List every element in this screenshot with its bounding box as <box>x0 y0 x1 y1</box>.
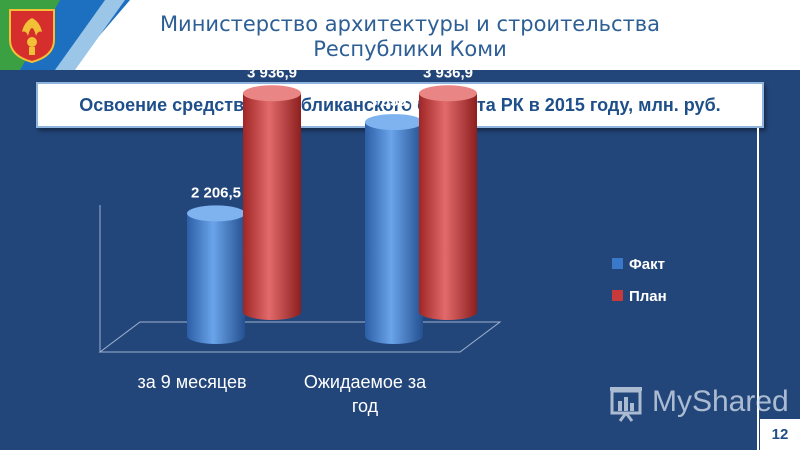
presentation-icon <box>610 387 642 422</box>
category-label: Ожидаемое за год <box>304 372 427 416</box>
title-line-1: Министерство архитектуры и строительства <box>159 12 661 36</box>
bar-fact-1 <box>187 205 245 344</box>
data-label: 2 206,5 <box>191 184 241 201</box>
bar-plan-1 <box>243 85 301 321</box>
data-label: 3 936,9 <box>423 64 473 81</box>
legend-label-fact: Факт <box>629 256 665 273</box>
chart-title: Освоение средств республиканского бюджет… <box>79 95 721 115</box>
legend-swatch-plan <box>612 290 623 301</box>
chart-floor <box>98 321 502 353</box>
legend-swatch-fact <box>612 258 623 269</box>
category-label: за 9 месяцев <box>137 372 246 392</box>
right-divider <box>757 128 759 450</box>
watermark-text: MyShared <box>652 385 789 418</box>
bar-plan-2 <box>419 85 477 321</box>
data-label: 3 850,6 <box>369 93 419 110</box>
page-number: 12 <box>760 419 800 450</box>
coat-of-arms-icon <box>9 9 55 64</box>
bar-fact-2 <box>365 114 423 344</box>
title-line-2: Республики Коми <box>313 37 507 61</box>
header-bar: Министерство архитектуры и строительства… <box>0 0 800 70</box>
legend-label-plan: План <box>629 288 667 305</box>
data-label: 3 936,9 <box>247 64 297 81</box>
page-title: Министерство архитектуры и строительства… <box>130 12 690 62</box>
watermark: MyShared <box>606 383 789 423</box>
